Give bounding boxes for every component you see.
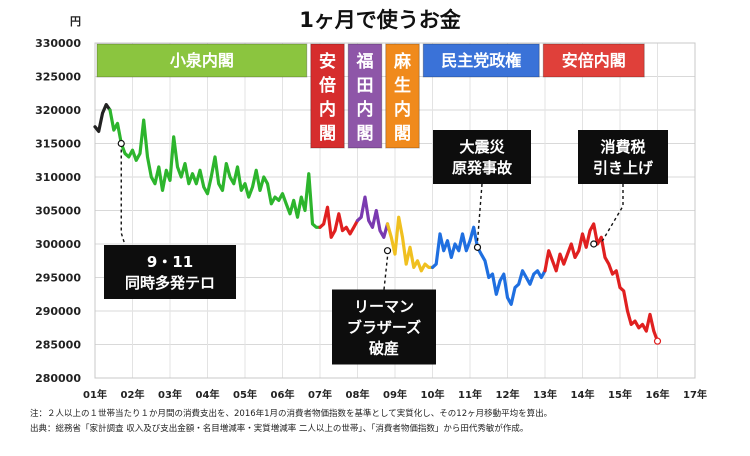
y-tick-label: 310000 (35, 171, 81, 184)
series-end-marker (653, 337, 662, 345)
government-band-label: 小泉内閣 (170, 51, 234, 70)
chart-note: 注：２人以上の１世帯当たり１か月間の消費支出を、2016年1月の消費者物価指数を… (30, 409, 553, 419)
government-band: 安倍内閣 (542, 43, 645, 78)
annotation-box (332, 289, 436, 365)
y-tick-label: 300000 (35, 238, 81, 251)
government-band-rect (422, 43, 540, 78)
annotation-text: ブラザーズ (347, 319, 421, 337)
government-band-rect (385, 43, 420, 149)
series-line (543, 222, 660, 343)
annotation-point (383, 247, 392, 255)
annotation-text: 同時多発テロ (125, 274, 215, 292)
annotation-box (104, 245, 236, 299)
government-band-label-char: 内 (357, 99, 374, 120)
series-line (108, 108, 322, 229)
x-tick-label: 05年 (233, 388, 257, 401)
series-line (430, 225, 547, 306)
y-tick-label: 325000 (35, 71, 81, 84)
y-tick-label: 290000 (35, 305, 81, 318)
x-tick-label: 16年 (646, 388, 670, 401)
government-band-rect (347, 43, 383, 149)
government-band: 民主党政権 (422, 43, 540, 78)
chart-source: 出典：総務省「家計調査 収入及び支出金額・名目増減率・実質増減率 二人以上の世帯… (30, 424, 529, 434)
annotation-leader (383, 256, 389, 290)
x-tick-label: 02年 (121, 388, 145, 401)
annotation-leader (601, 184, 624, 243)
x-tick-label: 07年 (308, 388, 332, 401)
annotation-text: 大震災 (459, 138, 505, 156)
government-band-label-char: 閣 (394, 124, 411, 144)
government-band-rect (96, 43, 308, 78)
annotation-box (578, 130, 668, 184)
y-tick-label: 285000 (35, 339, 81, 352)
plot-frame (94, 42, 696, 379)
x-tick-label: 06年 (271, 388, 295, 401)
x-tick-label: 11年 (458, 388, 482, 401)
annotation-leader (120, 149, 126, 246)
x-tick-label: 13年 (533, 388, 557, 401)
x-tick-label: 08年 (346, 388, 370, 401)
y-axis-unit: 円 (70, 15, 81, 28)
series-layer (93, 103, 662, 345)
x-tick-label: 01年 (83, 388, 107, 401)
chart-title: 1ヶ月で使うお金 (299, 8, 462, 32)
government-band-label-char: 安 (319, 51, 336, 72)
annotation-point (117, 139, 125, 148)
series-line (318, 205, 360, 239)
series-line (385, 215, 435, 273)
x-tick-label: 09年 (383, 388, 407, 401)
annotation-text: 破産 (369, 340, 399, 358)
series-line (93, 103, 112, 133)
government-band-label-char: 田 (357, 76, 374, 96)
government-band-label-char: 内 (394, 99, 411, 120)
y-tick-label: 280000 (35, 372, 81, 385)
y-tick-label: 330000 (35, 37, 81, 50)
annotation-text: 消費税 (600, 138, 645, 156)
government-band-label: 安倍内閣 (562, 51, 626, 70)
annotation-leader (476, 183, 483, 242)
government-band-rect (310, 43, 345, 149)
x-tick-label: 14年 (571, 388, 595, 401)
government-band-label-char: 閣 (319, 124, 336, 144)
y-tick-label: 305000 (35, 205, 81, 218)
annotation-text: 原発事故 (452, 159, 513, 177)
x-tick-label: 03年 (158, 388, 182, 401)
annotation: 9・11 同時多発テロ (104, 139, 236, 299)
annotation-point (590, 240, 598, 248)
annotation-box (433, 130, 531, 184)
annotation-point (473, 243, 482, 251)
x-tick-label: 17年 (683, 388, 707, 401)
annotation-text: 9・11 (147, 253, 193, 271)
government-band-label-char: 生 (394, 75, 411, 96)
government-band: 小泉内閣 (96, 43, 308, 78)
x-tick-label: 04年 (196, 388, 220, 401)
series-line (355, 195, 390, 239)
x-tick-label: 15年 (608, 388, 632, 401)
government-band-label-char: 福 (356, 51, 374, 72)
y-tick-label: 315000 (35, 138, 81, 151)
government-band-label-char: 内 (319, 99, 336, 120)
government-band-label-char: 麻 (393, 51, 412, 72)
x-tick-label: 10年 (421, 388, 445, 401)
y-tick-label: 295000 (35, 272, 81, 285)
y-tick-label: 320000 (35, 104, 81, 117)
government-band: 安倍内閣 (310, 43, 345, 149)
government-band-label-char: 倍 (319, 75, 336, 96)
government-band-rect (542, 43, 645, 78)
axis-layer: 330000 325000 320000 315000 310000 305000 3000… (35, 37, 707, 401)
government-band-label: 民主党政権 (441, 51, 521, 70)
government-band-label-char: 閣 (357, 124, 374, 144)
annotation-text: リーマン (354, 298, 414, 316)
annotation-text: 引き上げ (593, 159, 654, 177)
x-tick-label: 12年 (496, 388, 520, 401)
